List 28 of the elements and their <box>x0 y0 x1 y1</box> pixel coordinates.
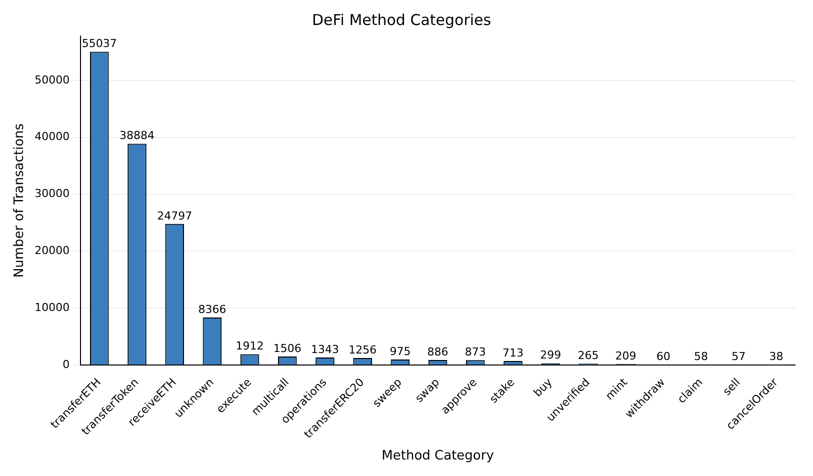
data-label: 60 <box>656 350 670 364</box>
data-label: 1343 <box>310 342 339 356</box>
data-label: 38 <box>769 350 784 364</box>
x-axis-title: Method Category <box>382 448 494 464</box>
y-tick-label: 10000 <box>34 301 70 314</box>
data-label: 713 <box>502 346 524 360</box>
data-label: 58 <box>694 350 708 364</box>
data-label: 1256 <box>348 343 377 356</box>
data-label: 299 <box>540 348 562 362</box>
data-label: 57 <box>732 350 746 364</box>
chart-title: DeFi Method Categories <box>312 10 492 29</box>
data-label: 55037 <box>82 37 117 50</box>
data-label: 1506 <box>273 342 302 355</box>
y-tick-label: 50000 <box>34 73 70 86</box>
data-label: 209 <box>615 349 636 362</box>
data-label: 873 <box>464 345 486 358</box>
data-label: 24797 <box>157 209 192 222</box>
data-label: 1912 <box>236 340 264 353</box>
data-label: 975 <box>390 344 411 358</box>
y-tick-label: 20000 <box>34 244 70 258</box>
data-label: 886 <box>427 345 448 358</box>
y-tick-label: 0 <box>62 358 70 371</box>
y-axis-title: Number of Transactions <box>12 123 28 278</box>
data-label: 8366 <box>198 302 226 316</box>
y-tick-label: 40000 <box>34 130 70 144</box>
data-label: 265 <box>578 348 599 362</box>
data-label: 38884 <box>119 129 154 142</box>
y-tick-label: 30000 <box>34 187 70 200</box>
